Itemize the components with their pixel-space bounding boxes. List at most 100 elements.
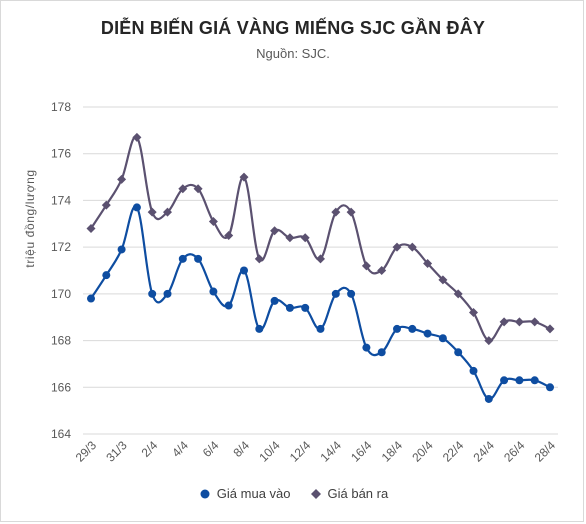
data-point-sell (453, 289, 463, 299)
y-tick-label: 172 (51, 240, 71, 254)
x-tick-label: 14/4 (318, 438, 345, 465)
data-point-buy (148, 289, 157, 298)
data-point-buy (102, 271, 111, 280)
data-point-sell (254, 254, 264, 264)
data-point-sell (361, 261, 371, 271)
x-tick-label: 4/4 (169, 438, 191, 460)
y-tick-label: 166 (51, 380, 71, 394)
x-tick-label: 18/4 (379, 438, 406, 465)
y-tick-label: 170 (51, 287, 71, 301)
data-point-buy (515, 376, 524, 385)
data-point-buy (316, 324, 325, 333)
legend-item-sell: Giá bán ra (309, 486, 389, 501)
data-point-buy (423, 329, 432, 338)
data-point-sell (469, 308, 478, 318)
data-point-buy (347, 289, 356, 298)
legend-diamond-marker-icon (310, 488, 321, 499)
x-tick-label: 16/4 (348, 438, 375, 465)
data-point-sell (178, 184, 188, 194)
y-tick-label: 164 (51, 427, 71, 441)
data-point-buy (500, 376, 509, 385)
y-tick-label: 178 (51, 100, 71, 114)
data-point-sell (407, 242, 417, 252)
series-line-buy (90, 205, 551, 401)
data-point-buy (117, 245, 126, 254)
x-tick-label: 28/4 (532, 438, 559, 465)
data-point-buy (194, 254, 203, 263)
data-point-sell (300, 233, 310, 243)
legend-label-sell: Giá bán ra (327, 486, 389, 501)
series-line-sell (90, 135, 551, 342)
x-tick-label: 29/3 (73, 438, 100, 465)
data-point-buy (87, 294, 95, 303)
data-point-buy (438, 334, 447, 343)
data-point-buy (163, 289, 172, 298)
data-point-sell (530, 317, 540, 327)
data-point-sell (86, 223, 96, 233)
data-point-sell (193, 184, 203, 194)
data-point-sell (392, 242, 402, 252)
legend-label-buy: Giá mua vào (216, 486, 291, 501)
y-tick-label: 168 (51, 334, 71, 348)
data-point-buy (240, 266, 248, 275)
legend: Giá mua vào Giá bán ra (0, 486, 586, 501)
data-point-sell (377, 266, 387, 275)
data-point-buy (530, 376, 539, 385)
x-tick-label: 6/4 (200, 438, 222, 460)
data-point-sell (208, 216, 218, 226)
x-tick-label: 31/3 (103, 438, 130, 465)
data-point-sell (484, 336, 494, 346)
data-point-sell (224, 230, 234, 240)
data-point-sell (438, 275, 448, 285)
y-axis-title: triệu đồng/lượng (23, 169, 37, 267)
data-point-sell (132, 132, 142, 142)
chart-title: DIỄN BIẾN GIÁ VÀNG MIẾNG SJC GẦN ĐÂY (100, 18, 486, 38)
y-tick-label: 176 (51, 147, 71, 161)
data-point-buy (484, 394, 493, 403)
data-point-buy (546, 383, 554, 392)
x-tick-label: 2/4 (139, 438, 161, 460)
data-point-buy (393, 324, 401, 333)
x-tick-label: 12/4 (287, 438, 314, 465)
data-point-buy (224, 301, 233, 310)
data-point-sell (285, 233, 295, 243)
data-point-sell (101, 200, 111, 210)
data-point-buy (178, 254, 187, 263)
x-tick-label: 24/4 (471, 438, 498, 465)
data-point-sell (499, 317, 509, 327)
x-tick-label: 10/4 (256, 438, 283, 465)
chart-subtitle: Nguồn: SJC. (256, 46, 330, 61)
data-point-buy (377, 348, 386, 357)
data-point-buy (362, 343, 371, 352)
data-point-sell (147, 207, 157, 217)
data-point-buy (209, 287, 218, 296)
x-tick-label: 22/4 (440, 438, 467, 465)
data-point-buy (132, 203, 141, 212)
data-point-buy (469, 366, 478, 375)
data-point-buy (454, 348, 463, 357)
x-tick-label: 20/4 (409, 438, 436, 465)
data-point-sell (270, 226, 280, 236)
x-tick-label: 8/4 (230, 438, 252, 460)
legend-item-buy: Giá mua vào (198, 486, 291, 501)
data-point-sell (423, 258, 433, 268)
data-point-buy (331, 289, 340, 298)
data-point-sell (346, 207, 356, 217)
data-point-sell (545, 324, 555, 334)
data-point-buy (301, 303, 310, 312)
data-point-sell (163, 207, 172, 217)
data-point-sell (117, 174, 127, 184)
data-point-buy (285, 303, 294, 312)
data-point-buy (255, 324, 264, 333)
legend-circle-marker-icon (200, 489, 210, 498)
data-point-sell (239, 172, 249, 182)
x-tick-label: 26/4 (501, 438, 528, 465)
data-point-sell (331, 207, 341, 217)
y-tick-label: 174 (51, 193, 71, 207)
data-point-buy (270, 296, 279, 305)
data-point-sell (514, 317, 524, 327)
data-point-sell (316, 254, 325, 264)
data-point-buy (408, 324, 417, 333)
